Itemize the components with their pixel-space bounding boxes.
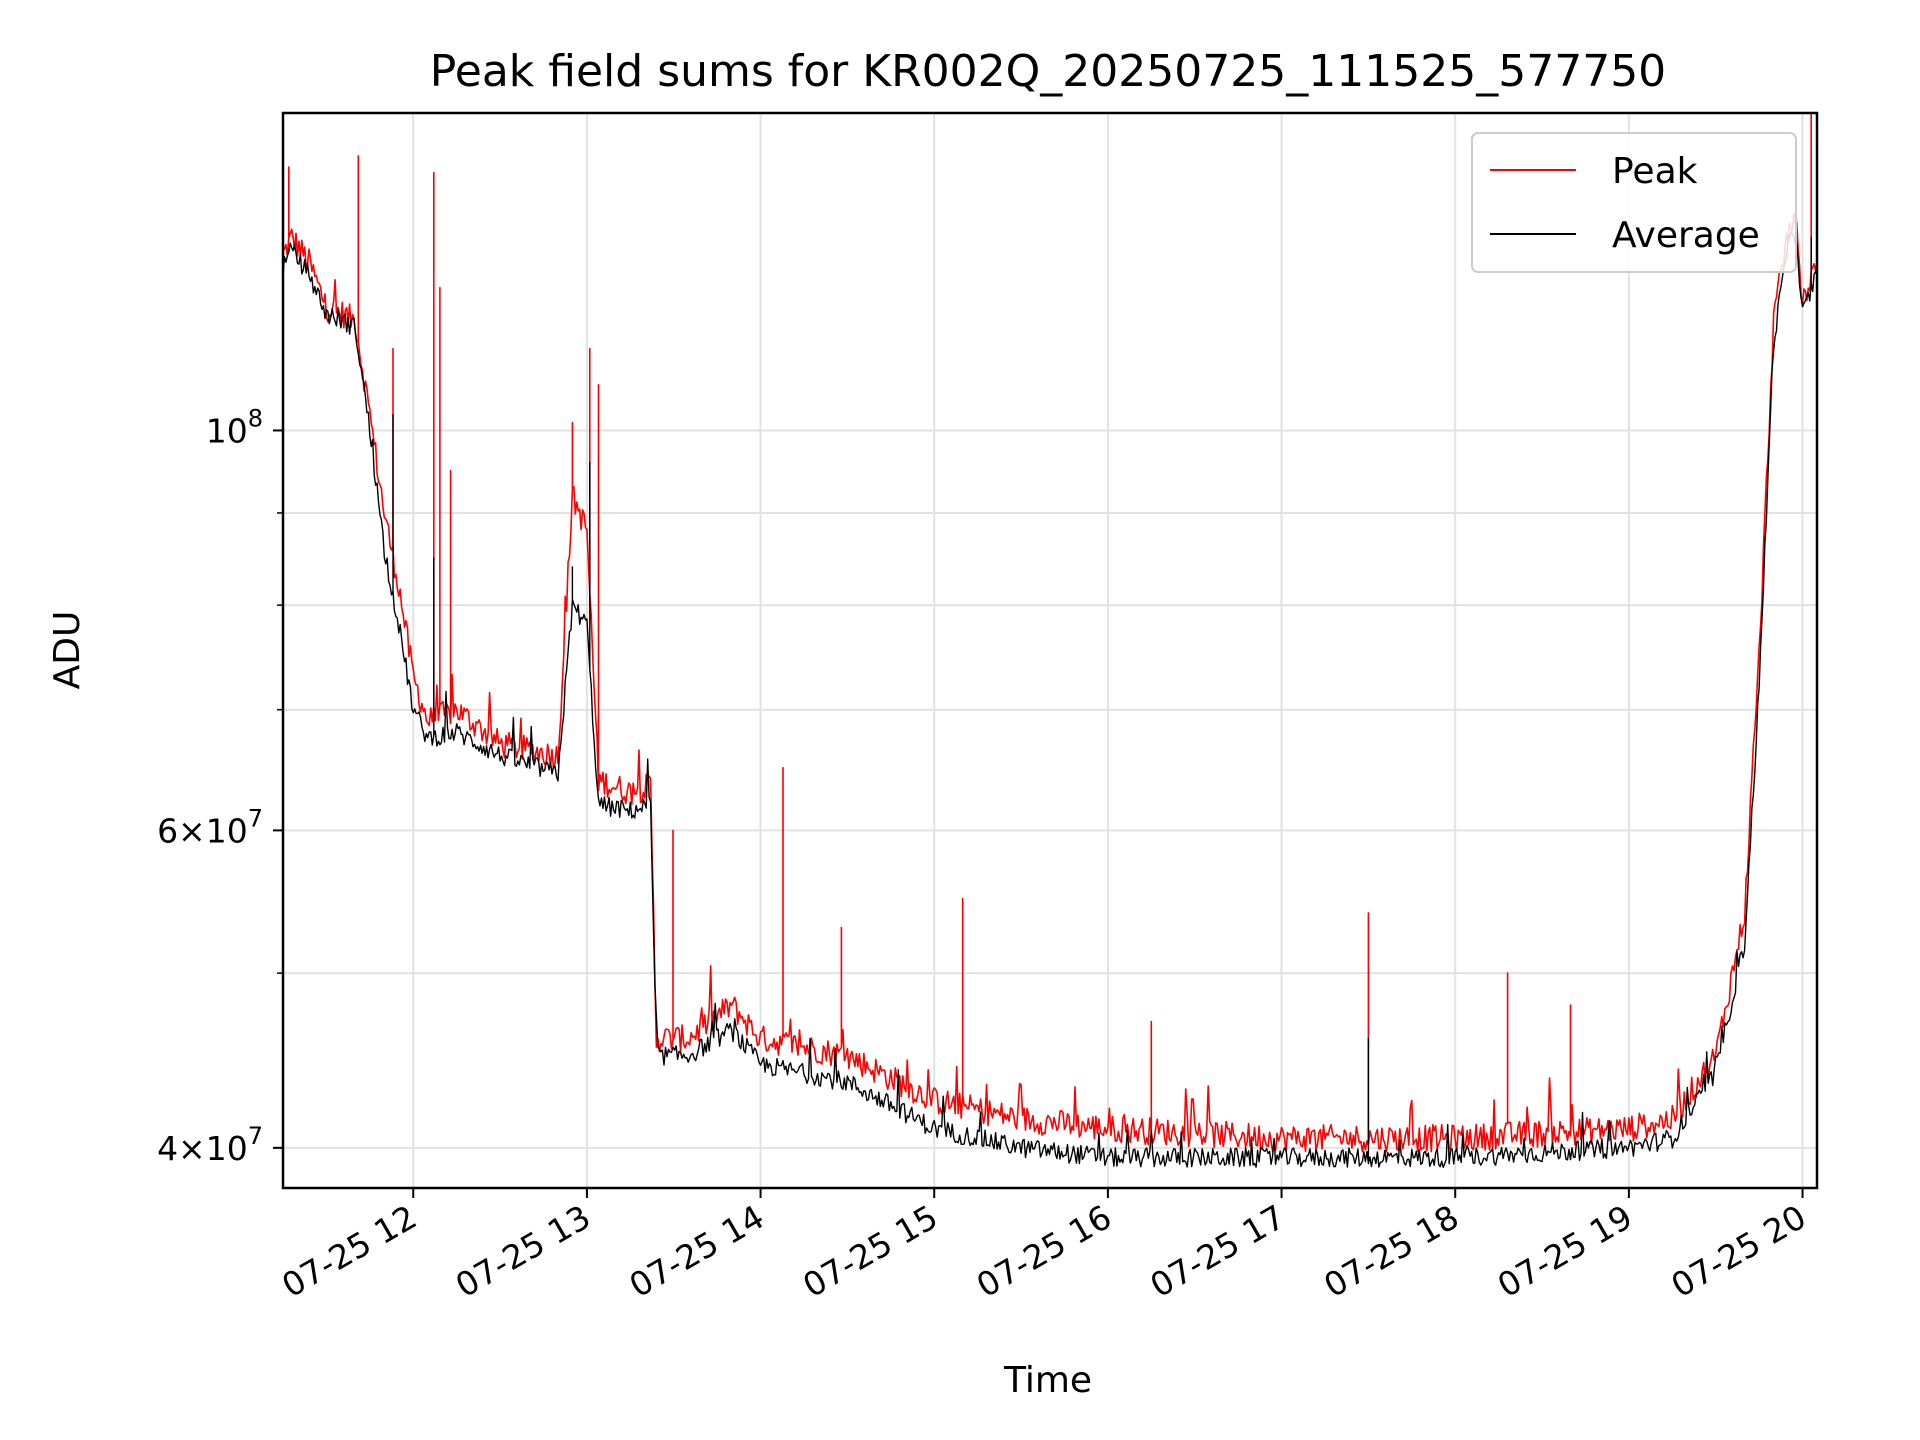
x-axis-label: Time: [1003, 1360, 1092, 1401]
legend-label-average: Average: [1612, 215, 1760, 256]
y-tick-label: 6×107: [157, 804, 263, 850]
series-layer: [282, 112, 1818, 1168]
axes-frame: [281, 111, 1819, 1190]
y-tick-label: 108: [206, 404, 263, 450]
y-tick-label: 4×107: [157, 1122, 263, 1168]
chart-title: Peak field sums for KR002Q_20250725_1115…: [430, 46, 1666, 97]
y-axis: 108 6×107 4×107: [157, 404, 283, 1168]
series-line-average: [282, 230, 1818, 1168]
y-axis-label: ADU: [47, 611, 88, 690]
legend-label-peak: Peak: [1612, 151, 1698, 192]
legend-box: [1471, 132, 1797, 273]
series-line-peak: [282, 112, 1818, 1153]
grid: [283, 113, 1817, 1188]
legend: Peak Average: [1471, 132, 1797, 273]
